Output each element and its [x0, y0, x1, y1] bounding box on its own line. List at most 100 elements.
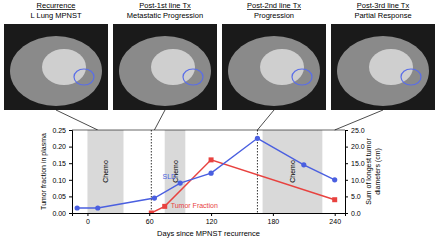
connector: [154, 110, 165, 130]
x-axis-title: Days since MPNST recurrence: [157, 229, 260, 238]
tick: 0.05: [52, 193, 72, 200]
ct-tumor-outline: [292, 69, 312, 85]
ct-organ: [151, 49, 195, 85]
tick-label: 60: [146, 218, 154, 225]
ct-body: [119, 36, 211, 106]
ct-organ: [42, 49, 86, 85]
tick-mark: [345, 213, 348, 214]
tick-label: 180: [268, 218, 280, 225]
panel-subtitle: Partial Response: [354, 11, 411, 20]
tick-mark: [87, 213, 88, 216]
x-axis: 0 60 120 180 240: [73, 213, 346, 225]
tick: 0.0: [345, 210, 361, 217]
ct-tumor-outline: [74, 69, 94, 85]
tick-mark: [211, 213, 212, 216]
tick: 0: [86, 213, 90, 225]
chemo-band: [263, 130, 323, 213]
tick-mark: [69, 180, 72, 181]
ct-organ: [369, 49, 413, 85]
tick-label: 10.0: [351, 177, 365, 184]
series-marker: [255, 136, 260, 141]
series-marker: [209, 157, 214, 162]
series-marker: [332, 177, 337, 182]
ct-image: [4, 24, 108, 110]
axis-line: [69, 131, 73, 214]
tick: 0.10: [52, 177, 72, 184]
ct-body: [228, 36, 320, 106]
y-axis-title: Tumor fraction in plasma: [40, 133, 48, 210]
panel-subtitle: L Lung MPNST: [31, 11, 82, 20]
tick-label: 25.0: [351, 127, 365, 134]
ct-organ: [260, 49, 304, 85]
tick-mark: [345, 130, 348, 131]
tick: 0.20: [52, 143, 72, 150]
ct-body: [337, 36, 429, 106]
series-marker: [75, 205, 80, 210]
tick-label: 0: [86, 218, 90, 225]
chemo-band: [87, 130, 123, 213]
tick: 0.00: [52, 210, 72, 217]
series-marker: [208, 171, 213, 176]
tick-mark: [69, 196, 72, 197]
tick: 120: [206, 213, 218, 225]
series-label: Tumor Fraction: [171, 202, 218, 209]
tick-mark: [345, 180, 348, 181]
plot-area: [75, 130, 338, 213]
band-label: Chemo: [102, 160, 109, 183]
tick-label: 15.0: [351, 160, 365, 167]
ct-tumor-outline: [183, 69, 203, 85]
tick: 20.0: [345, 143, 365, 150]
tick-label: 0.20: [52, 143, 66, 150]
panel-subtitle: Progression: [254, 11, 294, 20]
tick: 5.0: [345, 193, 361, 200]
series-marker: [162, 204, 167, 209]
axis-line: [346, 131, 349, 214]
figure: RecurrenceL Lung MPNSTPost-1st line TxMe…: [0, 0, 440, 240]
tick: 10.0: [345, 177, 365, 184]
band-label: Chemo: [289, 160, 296, 183]
series-line: [77, 138, 335, 208]
y2-axis: 0.0 5.0 10.0 15.0 20.0 25.0: [345, 127, 365, 217]
tick-mark: [335, 213, 336, 216]
tick-mark: [69, 147, 72, 148]
tick-label: 0.25: [52, 127, 66, 134]
tick-label: 0.05: [52, 193, 66, 200]
tick-mark: [273, 213, 274, 216]
series-marker: [301, 162, 306, 167]
tick-label: 0.0: [351, 210, 361, 217]
ct-image: [331, 24, 435, 110]
tick-mark: [69, 213, 72, 214]
dotted-line: [257, 130, 258, 213]
tick-label: 240: [329, 218, 341, 225]
plot-frame: [72, 130, 345, 131]
series-marker: [332, 197, 337, 202]
tick-mark: [149, 213, 150, 216]
tick-mark: [69, 130, 72, 131]
tick: 0.15: [52, 160, 72, 167]
tick-label: 0.10: [52, 177, 66, 184]
tick-label: 120: [206, 218, 218, 225]
dotted-line: [151, 130, 152, 213]
series-marker: [152, 195, 157, 200]
tick: 180: [268, 213, 280, 225]
panel-title: Recurrence: [37, 1, 76, 10]
y2-axis-title: Sum of longest tumor: [365, 138, 373, 205]
tick: 0.25: [52, 127, 72, 134]
ct-image: [113, 24, 217, 110]
tick: 25.0: [345, 127, 365, 134]
series-marker: [95, 205, 100, 210]
tick-mark: [345, 163, 348, 164]
y-axis: 0.00 0.05 0.10 0.15 0.20 0.25: [52, 127, 72, 217]
tick: 60: [146, 213, 154, 225]
chemo-band: [165, 130, 186, 213]
tick: 15.0: [345, 160, 365, 167]
series-marker: [149, 211, 154, 214]
connector: [257, 110, 274, 130]
axis-line: [73, 214, 346, 217]
tick-label: 20.0: [351, 143, 365, 150]
panel-title: Post-2nd line Tx: [247, 1, 301, 10]
ct-body: [10, 36, 102, 106]
tick-label: 0.15: [52, 160, 66, 167]
tick-mark: [345, 147, 348, 148]
ct-tumor-outline: [401, 69, 421, 85]
